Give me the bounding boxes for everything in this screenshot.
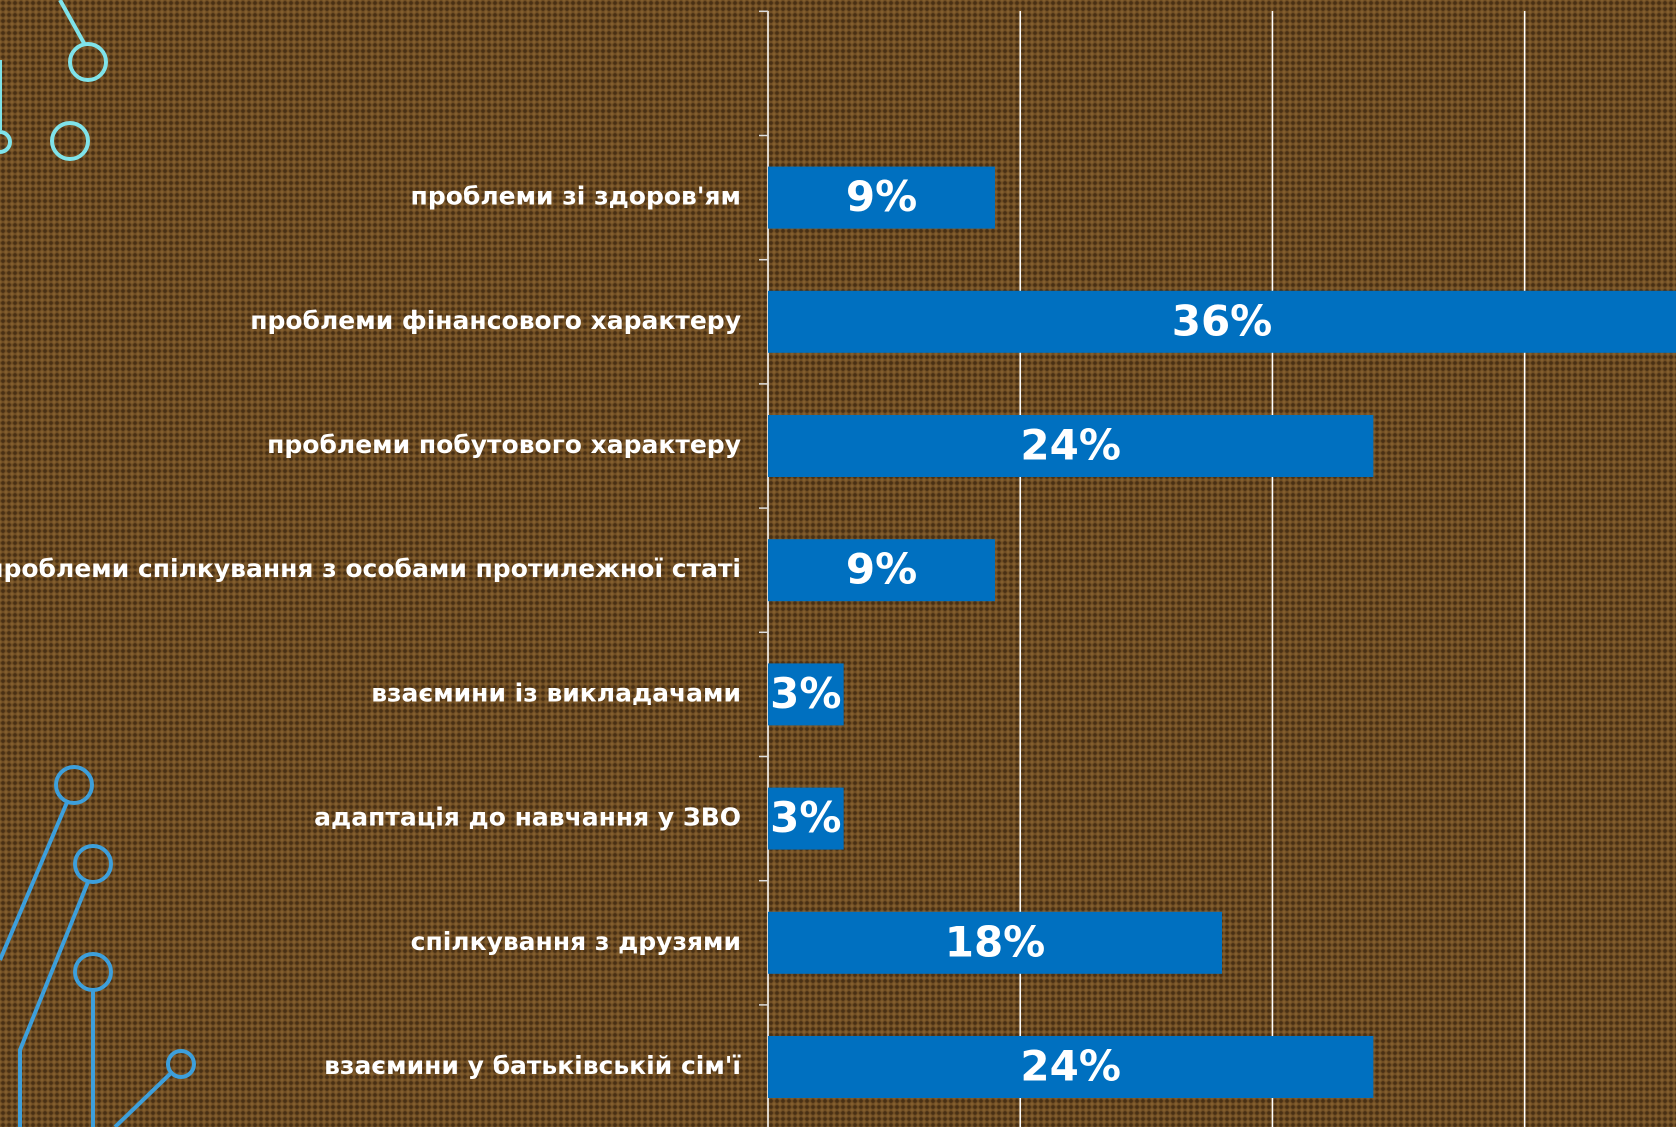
value-label: 9% xyxy=(846,545,917,594)
bar xyxy=(768,539,995,602)
value-label: 24% xyxy=(1020,421,1121,470)
category-label: проблеми побутового характеру xyxy=(267,430,741,459)
value-label: 36% xyxy=(1172,296,1273,345)
value-label: 18% xyxy=(945,917,1046,966)
value-label: 3% xyxy=(770,669,841,718)
bar xyxy=(768,1036,1374,1098)
category-label: проблеми зі здоров'ям xyxy=(411,182,741,211)
decoration xyxy=(0,0,196,1127)
bar xyxy=(768,663,844,726)
category-label: спілкування з друзями xyxy=(411,927,741,956)
bar xyxy=(768,787,844,850)
category-label: проблеми фінансового характеру xyxy=(250,306,741,335)
value-label: 3% xyxy=(770,793,841,842)
bar xyxy=(768,290,1676,353)
category-label: взаємини із викладачами xyxy=(371,678,741,707)
bar xyxy=(768,415,1374,477)
category-label: адаптація до навчання у ЗВО xyxy=(314,803,741,832)
value-label: 24% xyxy=(1020,1042,1121,1091)
category-label: проблеми спілкування з особами протилежн… xyxy=(0,554,741,583)
bar xyxy=(768,911,1222,974)
category-label: взаємини у батьківській сім'ї xyxy=(324,1051,741,1080)
value-label: 9% xyxy=(846,172,917,221)
bar xyxy=(768,166,995,229)
